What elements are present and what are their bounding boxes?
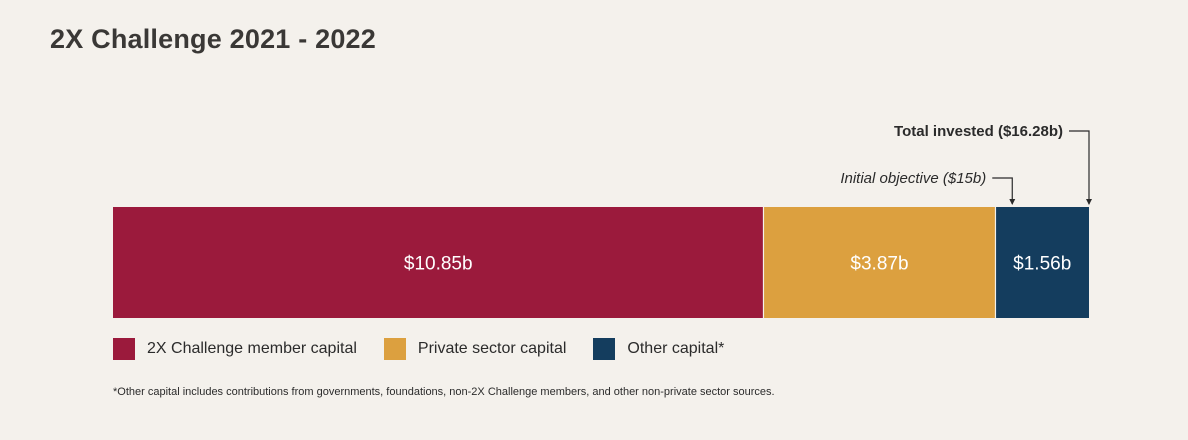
annotation-label-1: Total invested ($16.28b) xyxy=(894,123,1063,140)
legend-item-private-sector: Private sector capital xyxy=(383,338,567,360)
bar-segment-label-1: $3.87b xyxy=(850,254,908,275)
stacked-bar-chart: $10.85b $3.87b $1.56b Initial objective ($1… xyxy=(113,123,1092,318)
legend-label-other-capital: Other capital* xyxy=(627,340,725,357)
bar-segment-label-2: $1.56b xyxy=(1013,254,1071,275)
legend-swatch-other-capital xyxy=(593,338,616,360)
chart-legend: 2X Challenge member capital Private sect… xyxy=(113,338,751,360)
annotation-arrow-0 xyxy=(992,177,1016,205)
chart-title: 2X Challenge 2021 - 2022 xyxy=(50,24,376,54)
legend-item-other-capital: Other capital* xyxy=(593,338,724,360)
footnote: *Other capital includes contributions fr… xyxy=(113,386,775,398)
legend-swatch-member-capital xyxy=(113,338,135,360)
legend-swatch-private-sector xyxy=(383,338,406,360)
legend-label-member-capital: 2X Challenge member capital xyxy=(147,340,357,357)
legend-item-member-capital: 2X Challenge member capital xyxy=(113,338,357,360)
bar-segment-0 xyxy=(113,207,764,318)
bar-segment-1 xyxy=(763,207,996,318)
annotation-label-0: Initial objective ($15b) xyxy=(840,170,986,187)
legend-label-private-sector: Private sector capital xyxy=(417,340,567,357)
bar-segment-label-0: $10.85b xyxy=(404,254,473,275)
bar-segment-2 xyxy=(995,207,1089,318)
annotation-arrow-1 xyxy=(1069,130,1092,205)
